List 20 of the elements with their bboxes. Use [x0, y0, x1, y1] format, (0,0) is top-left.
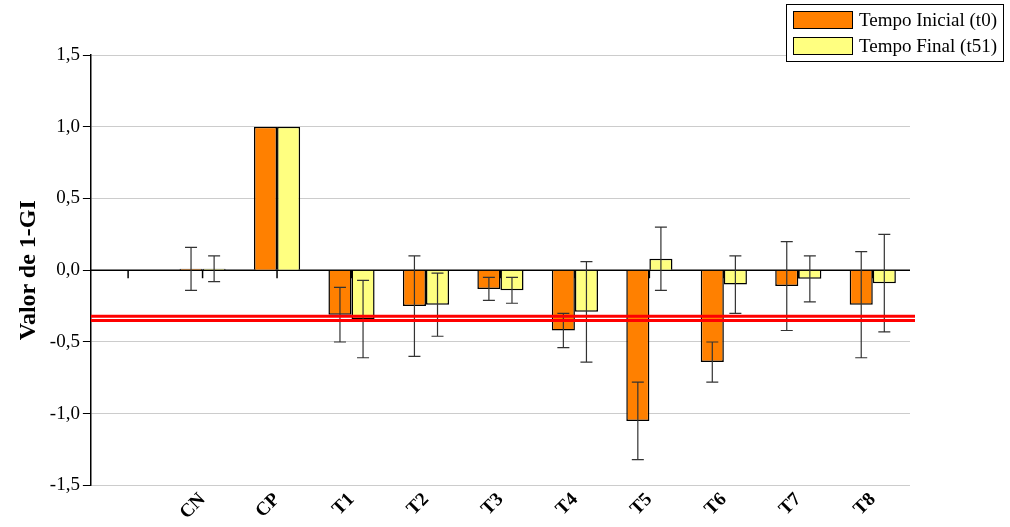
x-tick-label: T7 — [774, 487, 805, 519]
x-tick-label: T5 — [625, 487, 656, 519]
y-tick-label: -1,0 — [49, 401, 80, 423]
x-tick-label: T6 — [699, 487, 731, 519]
y-tick-label: 1,5 — [56, 42, 80, 64]
y-tick-label: 0,5 — [56, 186, 80, 208]
x-tick-label: T8 — [848, 487, 880, 519]
legend-label: Tempo Final (t51) — [859, 35, 997, 57]
x-tick-label: CP — [250, 487, 284, 521]
x-tick-label: T2 — [401, 487, 433, 519]
x-tick-label: CN — [174, 487, 210, 523]
y-axis-title: Valor de 1-GI — [13, 200, 40, 341]
y-tick-label: 0,0 — [56, 258, 80, 280]
y-tick-label: 1,0 — [56, 114, 80, 136]
x-tick-label: T4 — [550, 487, 582, 519]
y-tick-label: -0,5 — [49, 329, 80, 351]
x-tick-label: T1 — [327, 487, 358, 519]
y-tick-label: -1,5 — [49, 473, 80, 495]
x-tick-label: T3 — [476, 487, 507, 519]
legend-label: Tempo Inicial (t0) — [859, 9, 997, 31]
